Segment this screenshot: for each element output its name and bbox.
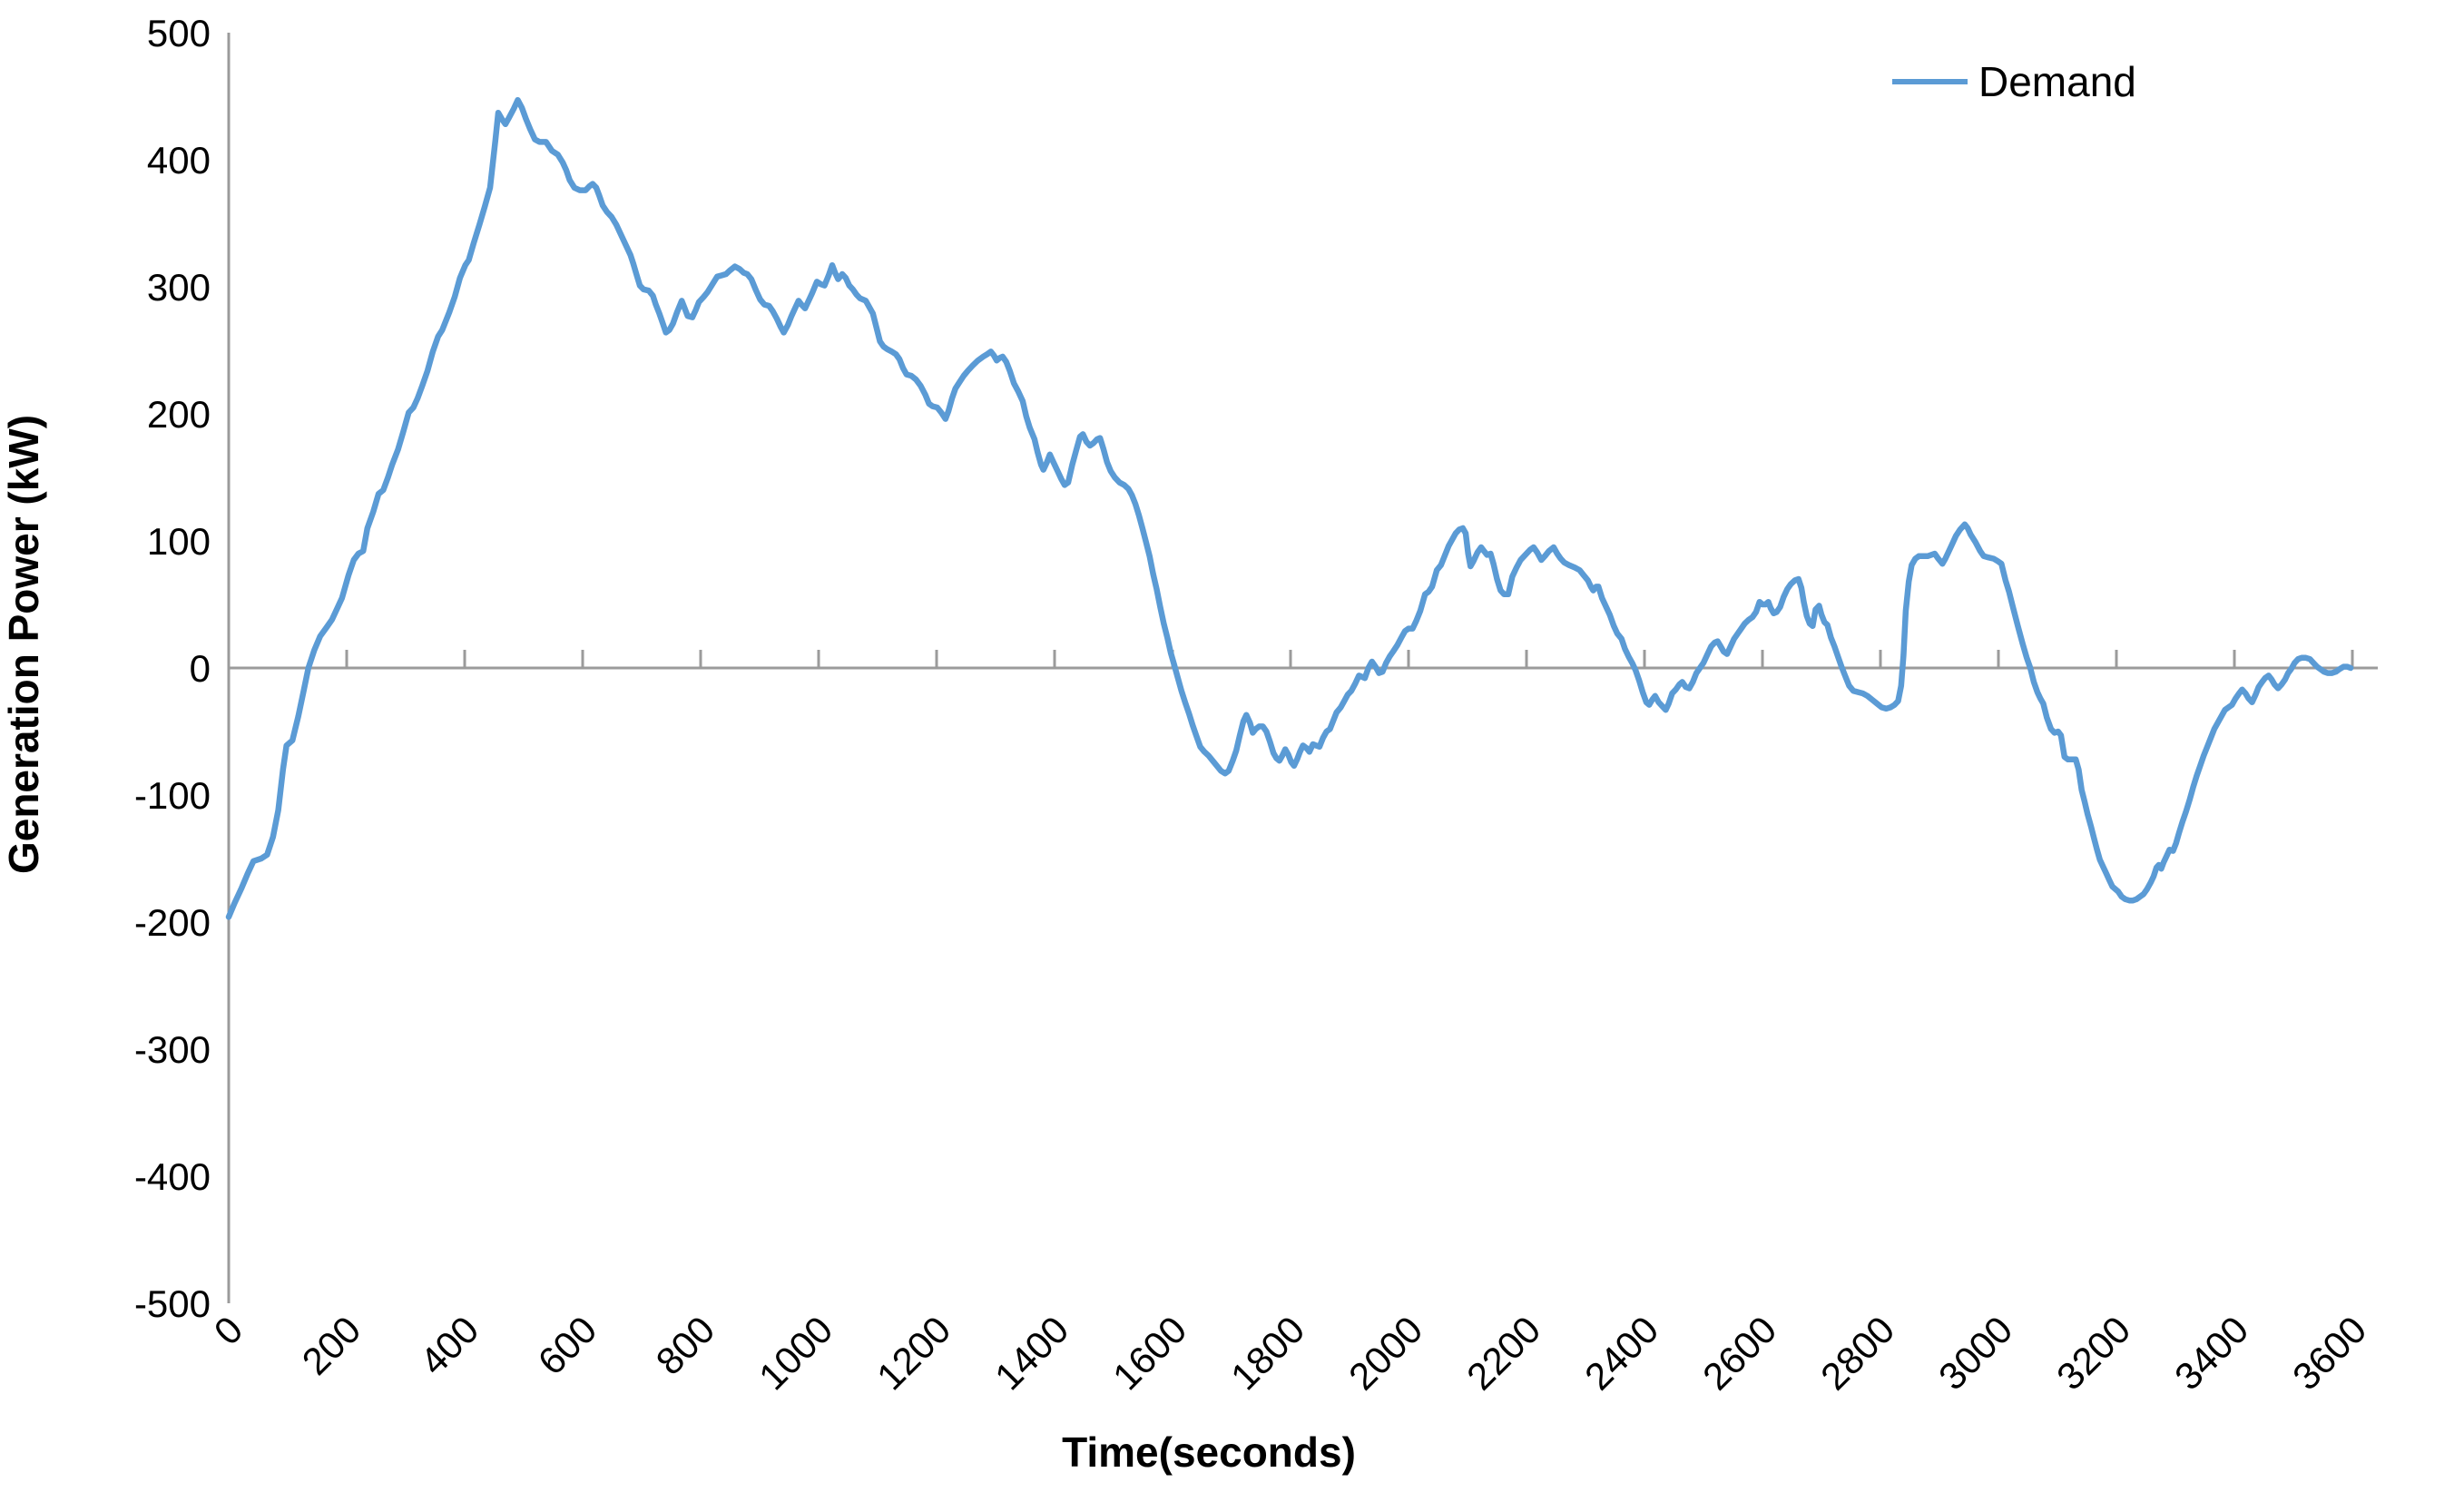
x-tick-label: 2400: [1576, 1308, 1666, 1398]
y-tick-label: 200: [147, 393, 211, 436]
legend-label-demand: Demand: [1978, 58, 2136, 105]
y-tick-label: -400: [134, 1155, 211, 1198]
y-tick-label: 400: [147, 139, 211, 182]
y-tick-label: -300: [134, 1028, 211, 1071]
x-tick-label: 2800: [1812, 1308, 1902, 1398]
x-tick-label: 3400: [2166, 1308, 2256, 1398]
x-tick-label: 1600: [1104, 1308, 1194, 1398]
y-tick-label: 500: [147, 12, 211, 54]
x-tick-label: 1000: [751, 1308, 840, 1398]
x-tick-label: 3600: [2284, 1308, 2374, 1398]
y-tick-label: 100: [147, 520, 211, 563]
x-tick-label: 2600: [1694, 1308, 1784, 1398]
x-tick-label: 800: [648, 1308, 723, 1383]
y-axis-title: Generation Power (kW): [0, 415, 47, 874]
y-tick-label: -100: [134, 774, 211, 817]
y-tick-label: -500: [134, 1282, 211, 1325]
y-tick-label: 0: [190, 647, 211, 690]
x-tick-label: 2200: [1458, 1308, 1548, 1398]
x-tick-label: 3200: [2048, 1308, 2138, 1398]
x-tick-label: 1800: [1222, 1308, 1312, 1398]
y-tick-label: -200: [134, 901, 211, 944]
y-tick-label: 300: [147, 266, 211, 309]
x-axis-title: Time(seconds): [1062, 1429, 1356, 1476]
x-tick-label: 1200: [869, 1308, 958, 1398]
x-tick-label: 0: [206, 1308, 251, 1353]
x-tick-label: 2000: [1340, 1308, 1430, 1398]
x-tick-label: 400: [412, 1308, 487, 1383]
x-tick-label: 200: [294, 1308, 369, 1383]
x-tick-label: 600: [530, 1308, 605, 1383]
x-tick-label: 3000: [1930, 1308, 2020, 1398]
x-tick-label: 1400: [987, 1308, 1076, 1398]
demand-line: [225, 96, 2354, 920]
